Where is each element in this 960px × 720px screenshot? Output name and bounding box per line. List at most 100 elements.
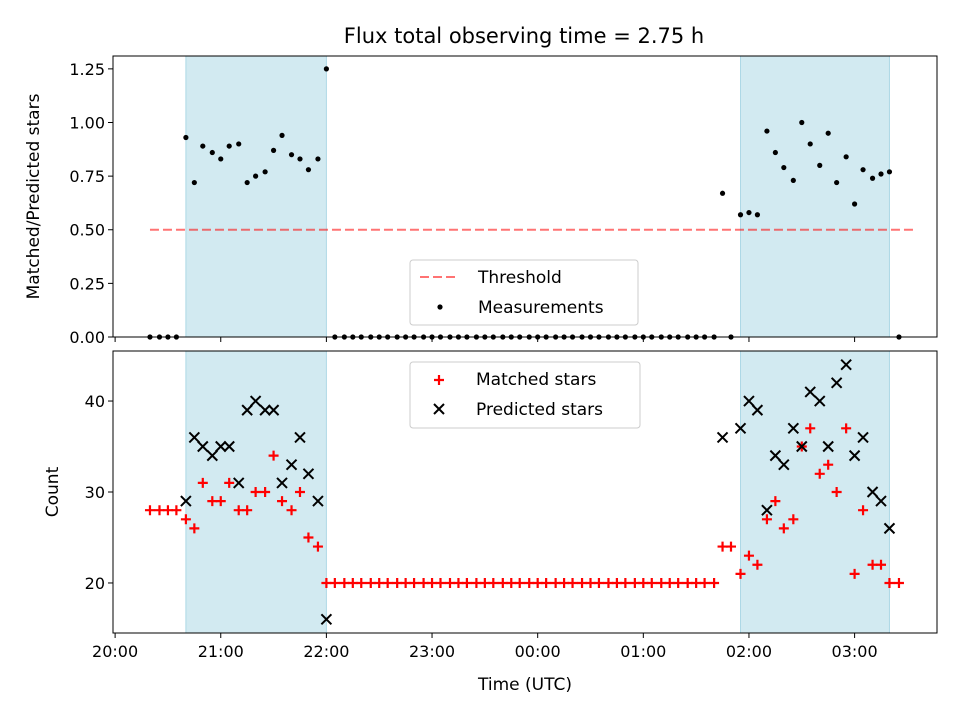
predicted-star-point (883, 522, 896, 535)
matched-star-point (603, 577, 614, 588)
measurement-point (209, 149, 215, 156)
measurement-point (262, 169, 268, 175)
matched-stars-points (144, 423, 904, 588)
predicted-star-point (875, 495, 887, 507)
matched-star-point (532, 577, 543, 588)
matched-star-point (197, 477, 208, 488)
predicted-star-point (249, 395, 262, 407)
measurement-point (746, 209, 752, 216)
predicted-star-point (312, 495, 324, 507)
matched-star-point (593, 577, 604, 588)
matched-star-point (709, 577, 720, 588)
measurement-point (270, 147, 277, 153)
matched-star-point (180, 514, 191, 525)
matched-star-point (400, 577, 411, 588)
measurement-point (191, 179, 197, 186)
matched-star-point (858, 505, 869, 516)
matched-star-point (524, 577, 535, 588)
matched-star-point (453, 577, 464, 588)
matched-star-point (374, 577, 385, 588)
measurement-point (817, 162, 823, 168)
matched-star-point (418, 577, 429, 588)
matched-star-point (207, 496, 218, 507)
x-tick-label: 03:00 (832, 642, 878, 661)
matched-star-point (286, 505, 297, 516)
y-tick-label: 0.25 (69, 274, 105, 293)
count-y-ticks: 20 30 40 (85, 392, 113, 593)
predicted-star-point (285, 459, 298, 471)
matched-star-point (365, 577, 376, 588)
predicted-star-point (814, 395, 826, 407)
y-tick-label: 0.75 (69, 167, 105, 186)
matched-star-point (303, 532, 314, 543)
predicted-star-point (188, 431, 201, 444)
matched-star-point (250, 487, 261, 497)
y-tick-label: 1.25 (69, 60, 105, 79)
shaded-interval (185, 55, 327, 338)
matched-star-point (778, 523, 789, 534)
x-tick-label: 20:00 (92, 642, 138, 661)
measurement-point (878, 171, 884, 177)
predicted-star-point (769, 449, 782, 462)
matched-star-point (876, 559, 887, 570)
matched-star-point (215, 496, 226, 507)
matched-star-point (409, 577, 420, 588)
measurement-point (852, 201, 858, 207)
matched-star-point (162, 505, 173, 516)
predicted-star-point (734, 422, 747, 435)
matched-star-point (867, 559, 878, 570)
count-panel: 20 30 40 20:00 21:00 22:00 23:00 00:00 01:00 02:… (43, 350, 938, 695)
matched-star-point (154, 505, 165, 516)
predicted-star-point (206, 449, 219, 462)
matched-star-point (664, 577, 675, 588)
predicted-star-point (857, 431, 869, 444)
measurement-point (305, 167, 312, 173)
x-tick-label: 00:00 (515, 642, 561, 661)
matched-star-point (479, 577, 490, 588)
matched-star-point (392, 577, 403, 588)
predicted-star-point (787, 422, 800, 435)
predicted-star-point (743, 395, 755, 407)
predicted-star-point (848, 449, 861, 462)
measurement-point (843, 154, 849, 160)
matched-star-point (339, 577, 350, 588)
predicted-star-point (302, 468, 315, 480)
matched-star-point (189, 523, 200, 534)
matched-star-point (435, 577, 446, 588)
matched-star-point (682, 577, 693, 588)
matched-star-point (427, 577, 438, 588)
x-tick-label: 22:00 (303, 642, 349, 661)
ratio-legend: Threshold Measurements (409, 259, 639, 326)
count-x-ticks: 20:00 21:00 22:00 23:00 00:00 01:00 02:00 03:00 (92, 633, 878, 661)
matched-star-point (559, 577, 570, 588)
matched-star-point (841, 423, 852, 434)
measurement-point (183, 134, 189, 141)
matched-star-point (356, 577, 367, 588)
matched-star-point (656, 577, 667, 588)
predicted-star-point (294, 431, 306, 444)
predicted-stars-points (180, 358, 896, 626)
y-tick-label: 40 (85, 392, 105, 411)
matched-star-point (506, 577, 517, 588)
measurement-point (807, 141, 813, 147)
predicted-star-point (259, 404, 271, 416)
measurement-point (869, 175, 876, 181)
ratio-panel: 0.00 0.25 0.50 0.75 1.00 1.25 Matched/Predict… (24, 55, 938, 347)
matched-star-point (541, 577, 552, 588)
matched-star-point (629, 577, 640, 588)
legend-predicted-swatch (433, 403, 445, 415)
measurement-point (781, 164, 787, 171)
measurement-point (218, 156, 224, 162)
matched-star-point (770, 496, 781, 507)
y-tick-label: 30 (85, 483, 105, 502)
matched-star-point (461, 577, 472, 588)
shaded-interval (740, 350, 890, 634)
legend-measurement-label: Measurements (478, 298, 604, 318)
predicted-star-point (761, 504, 773, 516)
matched-star-point (752, 559, 763, 570)
matched-star-point (233, 505, 244, 516)
matched-star-point (497, 577, 508, 588)
matched-star-point (577, 577, 588, 588)
ratio-y-ticks: 0.00 0.25 0.50 0.75 1.00 1.25 (69, 60, 113, 347)
